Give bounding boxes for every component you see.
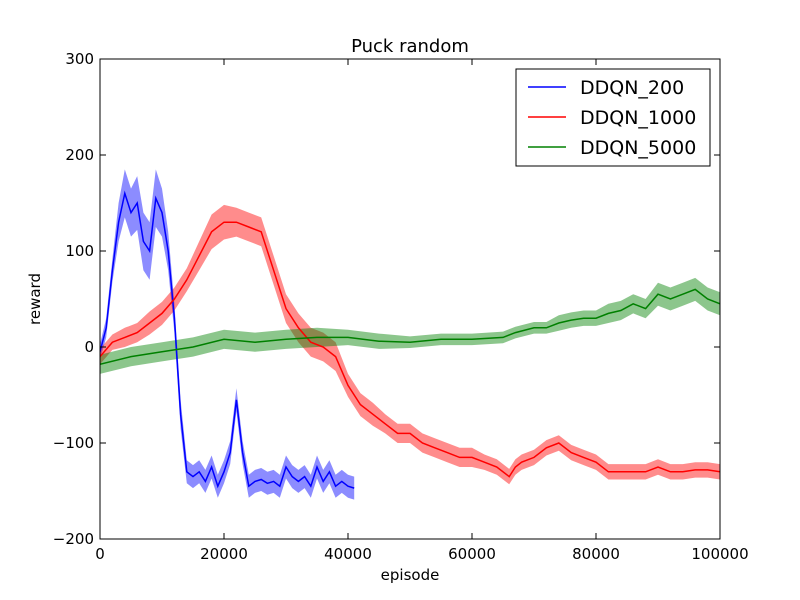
- x-tick-label: 100000: [691, 545, 748, 563]
- chart-title: Puck random: [351, 36, 469, 57]
- y-tick-label: 0: [84, 338, 94, 356]
- series-line-1: [100, 190, 355, 489]
- y-axis-label: reward: [26, 273, 44, 325]
- axes-frame: [99, 58, 721, 540]
- y-tick-label: −200: [53, 530, 94, 548]
- x-tick-label: 60000: [448, 545, 496, 563]
- x-tick-label: 20000: [200, 545, 248, 563]
- plot-area: [100, 169, 720, 500]
- legend-label-1: DDQN_200: [580, 77, 684, 99]
- ticks: 0 20000 40000 60000 80000 100000 −200 −100 0 100 2…: [53, 50, 749, 563]
- x-tick-label: 80000: [572, 545, 620, 563]
- legend: DDQN_200 DDQN_1000 DDQN_5000: [515, 68, 711, 167]
- x-tick-label: 40000: [324, 545, 372, 563]
- y-tick-label: 100: [65, 242, 94, 260]
- x-tick-label: 0: [95, 545, 105, 563]
- legend-label-2: DDQN_1000: [580, 107, 696, 129]
- series-band-3: [100, 277, 720, 374]
- x-axis-label: episode: [381, 566, 440, 584]
- series-band-2: [100, 204, 720, 485]
- legend-label-3: DDQN_5000: [580, 137, 696, 159]
- y-tick-label: 200: [65, 146, 94, 164]
- series-band-1: [100, 169, 355, 500]
- y-tick-label: 300: [65, 50, 94, 68]
- series-line-3: [100, 288, 720, 366]
- series-line-2: [100, 221, 720, 478]
- y-tick-label: −100: [53, 434, 94, 452]
